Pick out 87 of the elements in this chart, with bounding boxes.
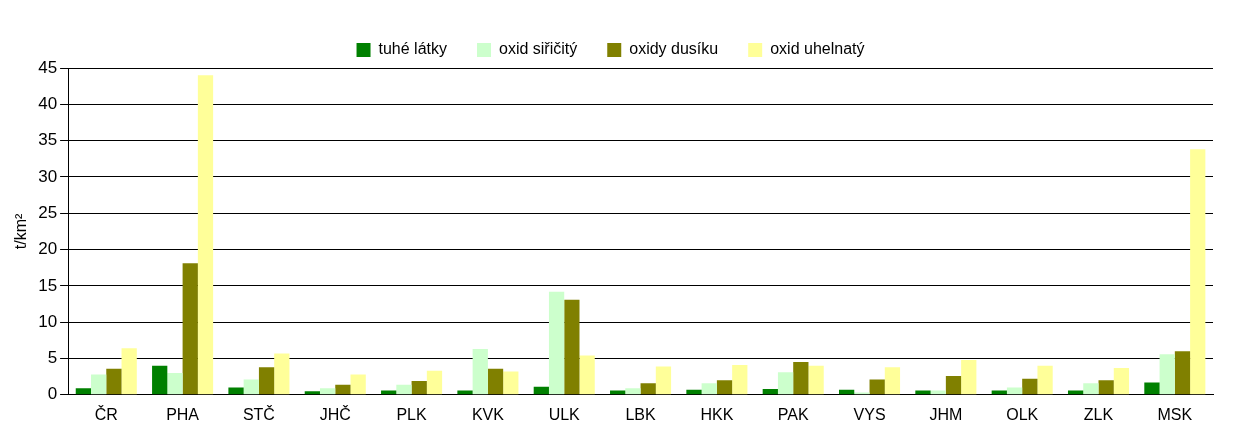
y-tick-label: 45: [38, 57, 58, 77]
legend-label: oxidy dusíku: [629, 40, 719, 58]
bar: [487, 368, 504, 395]
x-tick-label: OLK: [1006, 405, 1039, 423]
y-axis-title: t/km²: [12, 212, 30, 250]
y-tick-label: 25: [38, 202, 58, 222]
bar: [243, 379, 259, 395]
bar: [396, 384, 412, 395]
bar: [228, 387, 244, 395]
bar: [991, 390, 1007, 395]
x-tick-label: MSK: [1157, 405, 1193, 423]
bar: [472, 349, 488, 395]
bar: [411, 381, 427, 395]
bar: [869, 379, 885, 395]
bar: [579, 355, 595, 395]
x-tick-label: HKK: [700, 405, 734, 423]
bar: [1190, 149, 1206, 395]
x-tick-label: STČ: [242, 404, 275, 423]
bar: [701, 383, 717, 395]
bar: [686, 389, 702, 395]
y-tick-label: 20: [38, 239, 58, 259]
bar: [533, 386, 549, 395]
bar: [350, 374, 366, 395]
y-tick-label: 0: [47, 384, 58, 404]
x-tick-label: ČR: [94, 404, 118, 423]
bar: [91, 374, 107, 395]
bar: [762, 388, 778, 395]
bar: [426, 370, 443, 395]
x-tick-label: PAK: [777, 405, 809, 423]
bar: [808, 365, 824, 395]
bar: [716, 380, 733, 395]
bar: [548, 291, 565, 395]
y-tick-label: 10: [38, 311, 58, 331]
y-tick-label: 30: [38, 166, 58, 186]
x-tick-label: PLK: [396, 405, 428, 423]
x-tick-label: ZLK: [1083, 405, 1114, 423]
bar: [915, 390, 931, 395]
x-tick-label: JHM: [929, 405, 963, 423]
bar: [258, 367, 275, 395]
bar: [381, 390, 397, 395]
x-tick-label: KVK: [471, 405, 505, 423]
legend-label: oxid siřičitý: [499, 40, 578, 58]
x-tick-label: PHA: [166, 405, 200, 423]
bar: [1083, 383, 1099, 395]
bar: [319, 388, 336, 395]
bar: [106, 368, 122, 395]
bar: [274, 353, 290, 395]
bar: [610, 390, 626, 395]
bar: [304, 391, 320, 395]
bar: [1144, 382, 1160, 395]
bar: [625, 388, 641, 395]
bar: [732, 365, 748, 395]
bar: [640, 383, 656, 395]
bar: [777, 372, 794, 395]
bar: [121, 348, 137, 395]
y-tick-label: 40: [38, 94, 58, 113]
legend-label: oxid uhelnatý: [770, 40, 865, 58]
bar: [197, 75, 214, 395]
legend-label: tuhé látky: [378, 40, 448, 58]
bar: [1174, 351, 1191, 395]
bar: [1159, 354, 1175, 395]
x-tick-label: LBK: [625, 405, 656, 423]
bar: [1113, 367, 1130, 395]
bar: [75, 388, 92, 395]
bar: [503, 371, 519, 395]
bar: [655, 366, 672, 395]
bar: [152, 365, 168, 395]
y-tick-label: 15: [38, 275, 58, 295]
x-tick-label: VYS: [853, 405, 886, 423]
bar: [564, 299, 580, 395]
bar: [167, 373, 183, 395]
x-tick-label: JHČ: [319, 404, 351, 423]
bar: [793, 362, 809, 395]
x-tick-label: ULK: [548, 405, 581, 423]
y-tick-label: 5: [47, 348, 58, 368]
bar: [884, 367, 901, 395]
bar: [930, 390, 946, 395]
bar: [182, 263, 198, 395]
bar: [1098, 380, 1114, 395]
y-tick-label: 35: [38, 130, 58, 150]
bar: [335, 384, 351, 395]
bar: [1022, 378, 1038, 395]
bar: [457, 390, 473, 395]
bar: [961, 359, 977, 395]
bar: [945, 375, 962, 395]
bar: [1067, 390, 1084, 395]
bar: [1037, 365, 1053, 395]
